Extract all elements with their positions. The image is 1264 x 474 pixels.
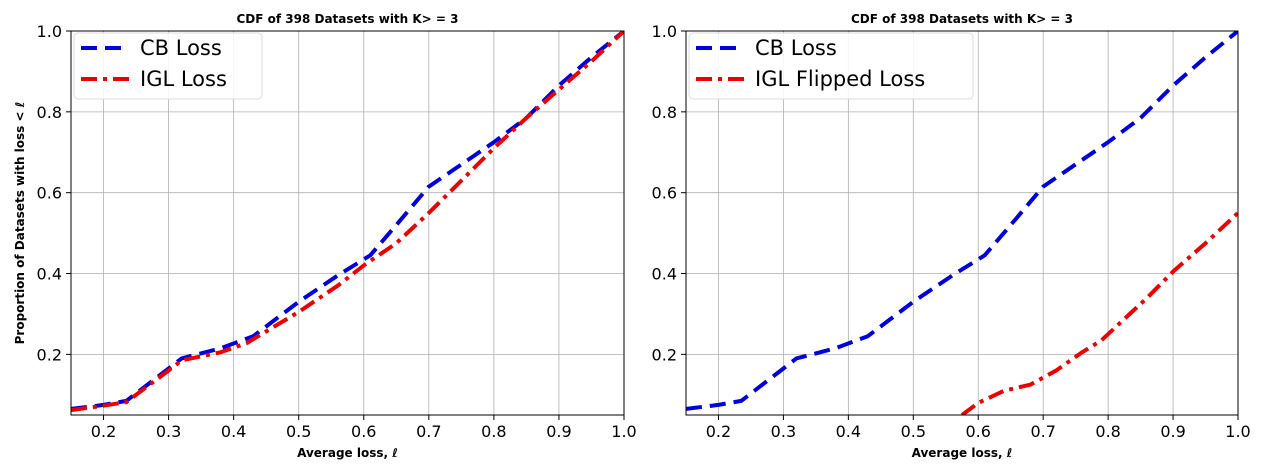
plot-frame xyxy=(70,30,625,416)
y-tick-label: 0.2 xyxy=(652,345,677,364)
x-tick-label: 0.8 xyxy=(481,422,506,441)
x-tick-label: 0.6 xyxy=(966,422,991,441)
x-tick-label: 0.6 xyxy=(351,422,376,441)
series-group xyxy=(71,31,624,413)
y-tick-label: 0.8 xyxy=(37,103,62,122)
legend-label-1: CB Loss xyxy=(755,36,837,60)
x-tick-label: 0.5 xyxy=(901,422,926,441)
y-tick-label: 1.0 xyxy=(37,22,62,41)
legend-label-2: IGL Loss xyxy=(140,67,227,91)
x-tick-label: 0.3 xyxy=(156,422,181,441)
x-tick-label: 0.9 xyxy=(1160,422,1185,441)
chart-title: CDF of 398 Datasets with K> = 3 xyxy=(851,12,1073,26)
x-tick-label: 0.4 xyxy=(221,422,246,441)
y-axis-label: Proportion of Datasets with loss < ℓ xyxy=(13,102,27,345)
x-tick-label: 0.7 xyxy=(1030,422,1055,441)
x-tick-label: 0.4 xyxy=(836,422,861,441)
x-tick-label: 0.7 xyxy=(416,422,441,441)
x-axis-label: Average loss, ℓ xyxy=(297,446,398,460)
legend-label-2: IGL Flipped Loss xyxy=(755,67,925,91)
legend-label-1: CB Loss xyxy=(140,36,222,60)
x-tick-label: 1.0 xyxy=(611,422,636,441)
plot-frame xyxy=(685,30,1239,416)
series-group xyxy=(686,31,1238,415)
x-tick-label: 0.5 xyxy=(286,422,311,441)
x-tick-label: 0.2 xyxy=(91,422,116,441)
chart-panel-2: 0.2 0.3 0.4 0.5 0.6 0.7 0.8 0.9 1.0 0.2 0.4 0.6 0.8 1… xyxy=(652,12,1251,460)
legend-box xyxy=(688,32,974,100)
chart-title: CDF of 398 Datasets with K> = 3 xyxy=(236,12,458,26)
y-tick-label: 0.2 xyxy=(37,345,62,364)
x-tick-label: 0.8 xyxy=(1095,422,1120,441)
y-tick-label: 0.4 xyxy=(652,265,677,284)
x-tick-label: 1.0 xyxy=(1225,422,1250,441)
y-tick-label: 0.8 xyxy=(652,103,677,122)
x-tick-label: 0.9 xyxy=(546,422,571,441)
chart-panel-1: 0.2 0.3 0.4 0.5 0.6 0.7 0.8 0.9 1.0 0.2 0.4 0.6 0.8 1… xyxy=(13,12,637,460)
y-tick-label: 0.6 xyxy=(37,184,62,203)
series-line-2 xyxy=(960,211,1238,415)
x-tick-label: 0.3 xyxy=(771,422,796,441)
x-tick-label: 0.2 xyxy=(706,422,731,441)
series-line-1 xyxy=(686,31,1238,411)
y-tick-label: 1.0 xyxy=(652,22,677,41)
series-line-2 xyxy=(71,31,624,413)
legend: CB Loss IGL Flipped Loss xyxy=(688,32,974,100)
legend: CB Loss IGL Loss xyxy=(73,32,263,100)
y-tick-label: 0.4 xyxy=(37,265,62,284)
x-axis-label: Average loss, ℓ xyxy=(912,446,1013,460)
y-tick-label: 0.6 xyxy=(652,184,677,203)
